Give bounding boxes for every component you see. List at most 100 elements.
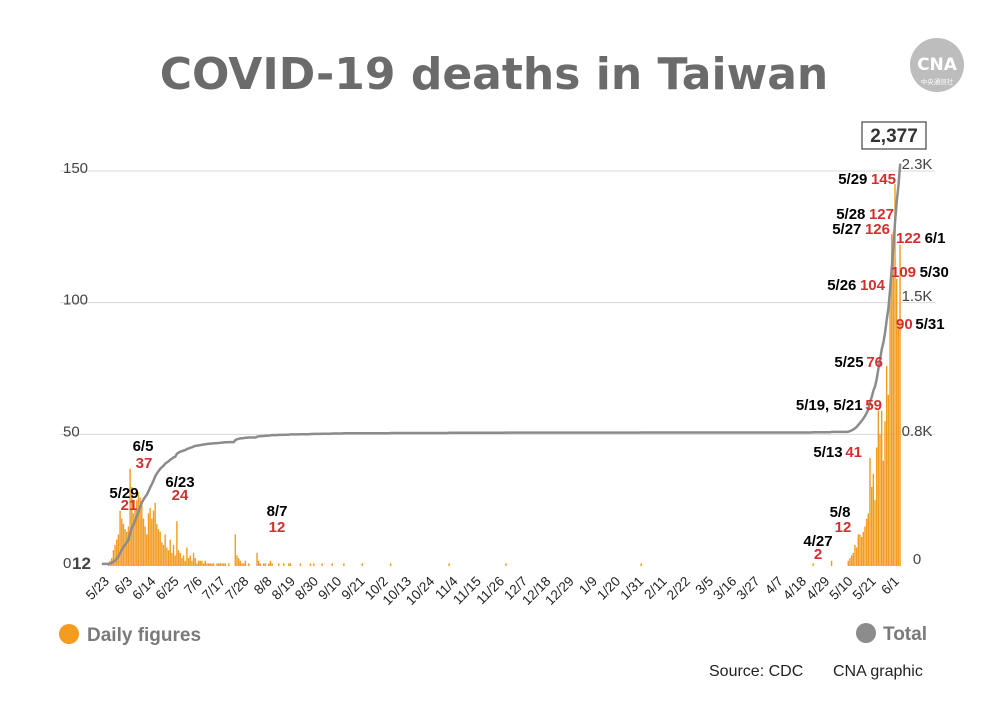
gridlines bbox=[60, 170, 935, 435]
daily-bar bbox=[174, 555, 176, 566]
annotation-value: 2 bbox=[814, 546, 822, 563]
annotation-value: 126 bbox=[865, 221, 890, 238]
daily-bar bbox=[849, 558, 851, 566]
daily-bar bbox=[852, 552, 854, 566]
x-tick-label: 4/29 bbox=[803, 574, 832, 603]
annotation-value: 37 bbox=[136, 455, 153, 472]
x-tick-label: 8/30 bbox=[292, 574, 321, 603]
daily-bar bbox=[299, 563, 302, 566]
daily-bar bbox=[147, 513, 150, 566]
daily-bar bbox=[184, 560, 186, 566]
y-tick-label: 0 bbox=[63, 555, 71, 572]
daily-bar bbox=[847, 560, 849, 566]
daily-bar bbox=[191, 560, 193, 566]
right-axis: 0 0.8K 1.5K 2.3K bbox=[902, 156, 933, 568]
daily-bar bbox=[264, 563, 267, 566]
annotation-date: 5/27 bbox=[832, 221, 861, 238]
daily-bar bbox=[176, 521, 178, 566]
x-tick-label: 2/11 bbox=[641, 574, 669, 602]
daily-bar bbox=[192, 552, 195, 566]
x-tick-label: 9/21 bbox=[339, 574, 368, 603]
daily-bar bbox=[640, 563, 642, 566]
daily-bar bbox=[271, 563, 273, 566]
x-tick-label: 9/10 bbox=[315, 574, 344, 603]
daily-bar bbox=[882, 460, 885, 566]
daily-bar bbox=[268, 563, 270, 566]
x-tick-label: 7/28 bbox=[222, 574, 251, 603]
annotation-value: 12 bbox=[835, 519, 852, 536]
daily-bar bbox=[117, 534, 120, 566]
legend-daily-swatch bbox=[59, 624, 79, 644]
daily-bar bbox=[244, 560, 247, 566]
annotation-value: 21 bbox=[121, 497, 138, 514]
annotation-value: 24 bbox=[172, 487, 189, 504]
annotation-value: 127 bbox=[869, 206, 894, 223]
daily-bar bbox=[142, 518, 145, 566]
daily-bar bbox=[217, 563, 220, 566]
daily-bar bbox=[187, 558, 190, 566]
daily-bar bbox=[269, 560, 272, 566]
daily-bar bbox=[166, 547, 168, 566]
daily-bar bbox=[152, 510, 155, 566]
daily-bar bbox=[892, 231, 895, 566]
daily-bar bbox=[870, 487, 873, 566]
annotation-date: 5/8 bbox=[830, 504, 851, 521]
total-line bbox=[101, 163, 902, 566]
daily-bar bbox=[179, 552, 181, 566]
daily-bar bbox=[361, 563, 363, 566]
annotation-date: 5/29 bbox=[109, 485, 138, 502]
annotation-date: 5/31 bbox=[915, 316, 944, 333]
daily-bar bbox=[859, 534, 861, 566]
daily-bar bbox=[874, 500, 876, 566]
chart-title: COVID-19 deaths in Taiwan bbox=[160, 49, 829, 100]
logo-text: CNA bbox=[917, 55, 958, 75]
daily-bar bbox=[830, 560, 833, 566]
right-tick-label: 1.5K bbox=[902, 288, 933, 305]
daily-bar bbox=[141, 502, 143, 566]
daily-bar bbox=[239, 560, 242, 566]
daily-bar bbox=[219, 563, 221, 566]
annotation-value: 59 bbox=[865, 397, 882, 414]
daily-bar bbox=[196, 563, 198, 566]
daily-bar bbox=[889, 292, 891, 566]
daily-bar bbox=[129, 468, 131, 566]
daily-bar bbox=[389, 563, 392, 566]
daily-bar bbox=[204, 560, 206, 566]
daily-bar bbox=[879, 434, 881, 566]
daily-bar bbox=[159, 531, 161, 566]
annotation-date: 6/5 bbox=[133, 438, 154, 455]
daily-bar bbox=[890, 234, 893, 566]
daily-bar bbox=[121, 518, 123, 566]
annotation-value: 12 bbox=[269, 519, 286, 536]
daily-bar bbox=[186, 547, 188, 566]
daily-bar bbox=[237, 558, 240, 566]
annotation-value: 109 bbox=[891, 264, 916, 281]
annotation-date: 5/28 bbox=[836, 206, 865, 223]
total-label-box: 2,377 bbox=[861, 121, 927, 150]
daily-bar bbox=[116, 539, 118, 566]
annotation-date: 5/26 bbox=[827, 277, 856, 294]
daily-bars bbox=[107, 184, 901, 567]
daily-bar bbox=[812, 563, 814, 566]
x-tick-label: 2/22 bbox=[664, 574, 693, 603]
daily-bar bbox=[199, 560, 201, 566]
daily-bar bbox=[201, 560, 203, 566]
x-tick-label: 5/10 bbox=[826, 574, 855, 603]
daily-bar bbox=[151, 518, 153, 566]
annotation-date: 8/7 bbox=[267, 503, 288, 520]
daily-bar bbox=[313, 563, 315, 566]
daily-bar bbox=[880, 410, 883, 566]
start-label: 12 bbox=[72, 554, 91, 573]
daily-bar bbox=[112, 550, 115, 566]
daily-bar bbox=[875, 447, 878, 566]
daily-bar bbox=[167, 550, 170, 566]
daily-bar bbox=[164, 534, 166, 566]
daily-bar bbox=[114, 544, 116, 566]
daily-bar bbox=[288, 563, 290, 566]
legend-daily: Daily figures bbox=[87, 625, 201, 646]
annotations: 5/29216/5376/23248/7124/2725/812415/1359… bbox=[109, 171, 948, 563]
daily-bar bbox=[182, 555, 185, 566]
daily-bar bbox=[256, 552, 258, 566]
daily-bar bbox=[343, 563, 345, 566]
